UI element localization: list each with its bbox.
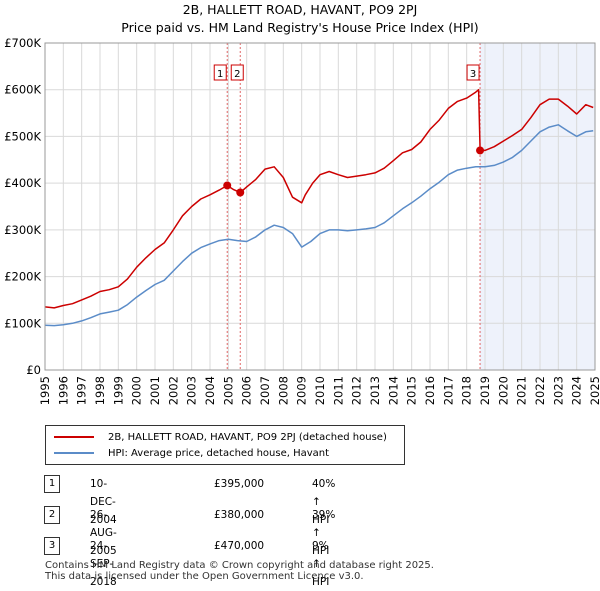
property-price-line [44,88,594,309]
transaction-number: 1 [44,475,60,493]
chart-title: 2B, HALLETT ROAD, HAVANT, PO9 2PJ [182,2,418,17]
y-tick-label: £100K [4,316,41,330]
x-tick-label: 1996 [56,376,70,405]
transaction-label: 1 [217,69,223,80]
x-tick-label: 1997 [75,376,89,405]
transaction-hpi: 9% ↑ HPI [312,540,330,588]
transaction-label-box [230,64,244,81]
x-tick-label: 2019 [478,376,492,405]
transaction-point [476,146,485,155]
transaction-label-box [213,64,227,81]
x-tick-label: 2002 [166,376,180,405]
chart-subtitle: Price paid vs. HM Land Registry's House … [121,20,479,35]
x-tick-label: 2005 [221,376,235,405]
x-tick-label: 2003 [185,376,199,405]
y-tick-label: £500K [4,129,41,143]
x-tick-label: 2023 [551,376,565,405]
y-tick-label: £400K [4,176,41,190]
y-tick-label: £200K [4,270,41,284]
hpi-line [44,124,594,327]
x-tick-label: 2011 [331,376,345,405]
x-tick-label: 2020 [496,376,510,405]
transaction-price: £470,000 [214,540,265,552]
x-tick-label: 1995 [38,376,52,405]
post-sale-shading [480,43,595,370]
transaction-number: 2 [44,506,60,524]
x-tick-label: 2012 [350,376,364,405]
x-tick-label: 2009 [295,376,309,405]
x-tick-label: 2007 [258,376,272,405]
footer-licence: This data is licensed under the Open Gov… [45,571,364,582]
transaction-label: 2 [234,69,240,80]
legend-swatch-property [54,436,94,438]
x-tick-label: 2004 [203,376,217,405]
transaction-price: £380,000 [214,509,265,521]
transaction-point [236,188,245,197]
price-chart: 1995 1996 1997 1998 1999 2000 2001 2002 2003 2004… [4,36,600,405]
x-tick-label: 2006 [240,376,254,405]
y-tick-label: £600K [4,83,41,97]
x-tick-label: 2022 [533,376,547,405]
x-tick-label: 2015 [405,376,419,405]
x-tick-label: 2025 [588,376,600,405]
legend-label-property: 2B, HALLETT ROAD, HAVANT, PO9 2PJ (detac… [108,431,387,443]
legend-swatch-hpi [54,452,94,454]
plot-border [44,42,596,371]
x-tick-label: 2021 [515,376,529,405]
y-tick-label: £300K [4,223,41,237]
transaction-hpi: 40% ↑ HPI [312,478,336,526]
x-tick-label: 2018 [460,376,474,405]
x-tick-label: 1999 [111,376,125,405]
x-tick-label: 2013 [368,376,382,405]
x-tick-label: 2016 [423,376,437,405]
transaction-price: £395,000 [214,478,265,490]
x-tick-label: 2014 [386,376,400,405]
transaction-label: 3 [470,69,476,80]
legend-item-property: 2B, HALLETT ROAD, HAVANT, PO9 2PJ (detac… [54,430,387,444]
transaction-date: 24-SEP-2018 [90,540,117,588]
y-tick-label: £700K [4,36,41,50]
legend-item-hpi: HPI: Average price, detached house, Hava… [54,446,329,460]
x-tick-label: 2017 [441,376,455,405]
x-tick-label: 2010 [313,376,327,405]
transaction-number: 3 [44,537,60,555]
chart-legend: 2B, HALLETT ROAD, HAVANT, PO9 2PJ (detac… [45,425,405,465]
transaction-hpi: 39% ↑ HPI [312,509,336,557]
legend-label-hpi: HPI: Average price, detached house, Hava… [108,447,330,459]
transaction-date: 10-DEC-2004 [90,478,117,526]
x-tick-label: 2008 [276,376,290,405]
x-tick-label: 2001 [148,376,162,405]
y-tick-label: £0 [26,363,41,377]
footer-copyright: Contains HM Land Registry data © Crown c… [45,560,434,571]
transaction-date: 26-AUG-2005 [90,509,117,557]
x-tick-label: 2000 [130,376,144,405]
transaction-point [223,181,232,190]
x-tick-label: 2024 [570,376,584,405]
transaction-label-box [466,64,480,81]
x-tick-label: 1998 [93,376,107,405]
